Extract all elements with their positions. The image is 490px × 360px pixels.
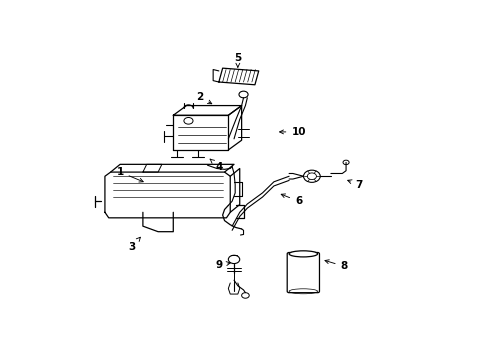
- Text: 4: 4: [210, 159, 222, 172]
- Text: 1: 1: [117, 167, 143, 182]
- Ellipse shape: [289, 251, 318, 257]
- Text: 5: 5: [234, 53, 242, 67]
- Text: 6: 6: [281, 194, 302, 206]
- Text: 7: 7: [348, 180, 363, 190]
- Text: 9: 9: [215, 260, 230, 270]
- Text: 10: 10: [280, 127, 306, 137]
- Text: 8: 8: [325, 260, 348, 271]
- Text: 2: 2: [196, 92, 212, 104]
- Text: 3: 3: [128, 237, 140, 252]
